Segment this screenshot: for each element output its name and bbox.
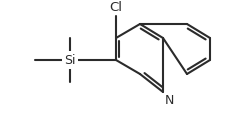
Text: Si: Si [64,54,75,66]
Text: N: N [164,94,174,107]
Text: Cl: Cl [109,1,122,14]
